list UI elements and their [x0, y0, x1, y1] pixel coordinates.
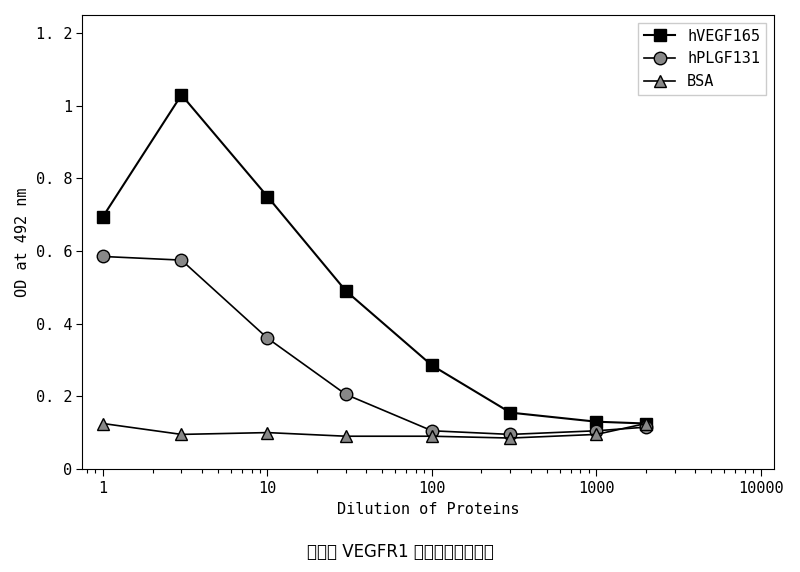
hPLGF131 — [177, 257, 186, 264]
BSA — [427, 433, 437, 440]
Text: 可溶性 VEGFR1 受体蛋白稀释倍数: 可溶性 VEGFR1 受体蛋白稀释倍数 — [306, 543, 494, 561]
Line: BSA: BSA — [97, 417, 652, 444]
BSA — [506, 435, 515, 442]
hVEGF165 — [98, 213, 108, 220]
BSA — [98, 420, 108, 427]
Line: hPLGF131: hPLGF131 — [97, 250, 652, 440]
hVEGF165 — [341, 288, 350, 295]
BSA — [591, 431, 601, 438]
BSA — [641, 420, 650, 427]
X-axis label: Dilution of Proteins: Dilution of Proteins — [337, 502, 519, 517]
hPLGF131 — [98, 253, 108, 260]
hPLGF131 — [262, 335, 272, 341]
hVEGF165 — [506, 409, 515, 416]
BSA — [262, 429, 272, 436]
hPLGF131 — [341, 391, 350, 398]
hPLGF131 — [506, 431, 515, 438]
hPLGF131 — [641, 424, 650, 431]
BSA — [177, 431, 186, 438]
hVEGF165 — [262, 193, 272, 200]
hPLGF131 — [427, 427, 437, 434]
Y-axis label: OD at 492 nm: OD at 492 nm — [15, 187, 30, 297]
hVEGF165 — [177, 92, 186, 98]
Legend: hVEGF165, hPLGF131, BSA: hVEGF165, hPLGF131, BSA — [638, 23, 766, 95]
hVEGF165 — [427, 362, 437, 369]
Line: hVEGF165: hVEGF165 — [98, 89, 651, 429]
hVEGF165 — [641, 420, 650, 427]
hVEGF165 — [591, 418, 601, 425]
hPLGF131 — [591, 427, 601, 434]
BSA — [341, 433, 350, 440]
